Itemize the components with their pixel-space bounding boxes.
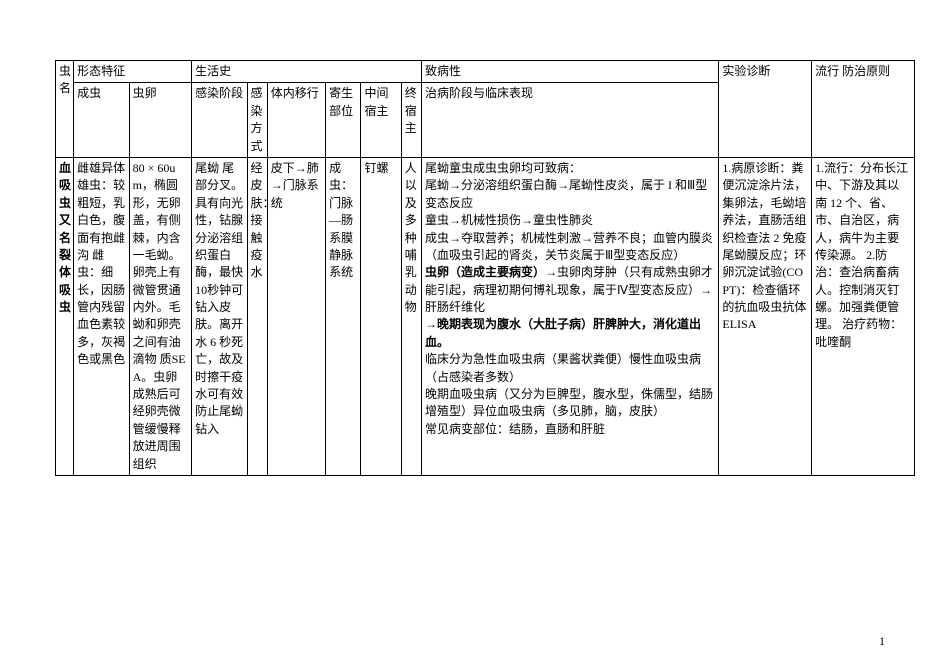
hdr-name: 虫名 <box>56 61 74 158</box>
hdr-life: 生活史 <box>192 61 422 83</box>
hdr-morph: 形态特征 <box>74 61 192 83</box>
page-number: 1 <box>879 634 885 649</box>
cell-stage: 尾蚴 尾部分叉。具有向光性，钻腺分泌溶组织蛋白酶，最快 10秒钟可钻入皮肤。离开… <box>192 157 247 475</box>
hdr-path: 致病性 <box>421 61 718 83</box>
cell-inter: 钉螺 <box>361 157 401 475</box>
hdr-final: 终宿主 <box>401 83 421 158</box>
parasitology-table: 虫名 形态特征 生活史 致病性 实验诊断 流行 防治原则 成虫 虫卵 感染阶段 … <box>55 60 915 476</box>
hdr-adult: 成虫 <box>74 83 129 158</box>
hdr-inter: 中间宿主 <box>361 83 401 158</box>
cell-name: 血吸虫又名裂体吸虫 <box>56 157 74 475</box>
cell-clinical: 尾蚴童虫成虫虫卵均可致病：尾蚴→分泌溶组织蛋白酶→尾蚴性皮炎，属于 I 和Ⅲ型变… <box>421 157 718 475</box>
header-row-1: 虫名 形态特征 生活史 致病性 实验诊断 流行 防治原则 <box>56 61 915 83</box>
hdr-clinical: 治病阶段与临床表现 <box>421 83 718 158</box>
hdr-stage: 感染阶段 <box>192 83 247 158</box>
hdr-epi: 流行 防治原则 <box>812 61 915 158</box>
cell-mode: 经皮肤：接触疫水 <box>247 157 267 475</box>
cell-site: 成虫：门脉—肠系膜静脉系统 <box>326 157 361 475</box>
hdr-site: 寄生部位 <box>326 83 361 158</box>
page-root: 虫名 形态特征 生活史 致病性 实验诊断 流行 防治原则 成虫 虫卵 感染阶段 … <box>0 0 945 476</box>
hdr-mode: 感染方式 <box>247 83 267 158</box>
hdr-egg: 虫卵 <box>129 83 192 158</box>
cell-adult: 雌雄异体 雄虫：较粗短，乳白色，腹面有抱雌沟 雌虫：细长，因肠管内残留血色素较多… <box>74 157 129 475</box>
cell-migrate: 皮下→肺→门脉系统 <box>267 157 325 475</box>
hdr-diag: 实验诊断 <box>719 61 812 158</box>
cell-egg: 80 × 60um，椭圆形，无卵盖，有侧棘，内含一毛蚴。卵壳上有微管贯通内外。毛… <box>129 157 192 475</box>
cell-final: 人以及多种哺乳动物 <box>401 157 421 475</box>
hdr-migrate: 体内移行 <box>267 83 325 158</box>
data-row-schistosoma: 血吸虫又名裂体吸虫 雌雄异体 雄虫：较粗短，乳白色，腹面有抱雌沟 雌虫：细长，因… <box>56 157 915 475</box>
cell-epi: 1.流行：分布长江中、下游及其以南 12 个、省、市、自治区，病人，病牛为主要传… <box>812 157 915 475</box>
cell-diag: 1.病原诊断：粪便沉淀涂片法，集卵法，毛蚴培养法，直肠活组织检查法 2 免疫 尾… <box>719 157 812 475</box>
